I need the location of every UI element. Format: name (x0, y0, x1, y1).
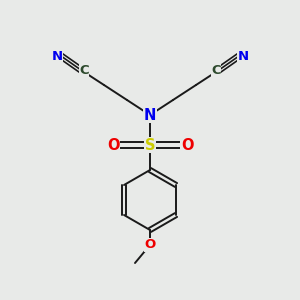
Text: C: C (211, 64, 221, 76)
Text: N: N (144, 107, 156, 122)
Text: S: S (145, 137, 155, 152)
Text: C: C (79, 64, 89, 76)
Text: N: N (237, 50, 249, 62)
Text: O: O (107, 137, 119, 152)
Text: O: O (181, 137, 193, 152)
Text: O: O (144, 238, 156, 251)
Text: N: N (51, 50, 63, 62)
